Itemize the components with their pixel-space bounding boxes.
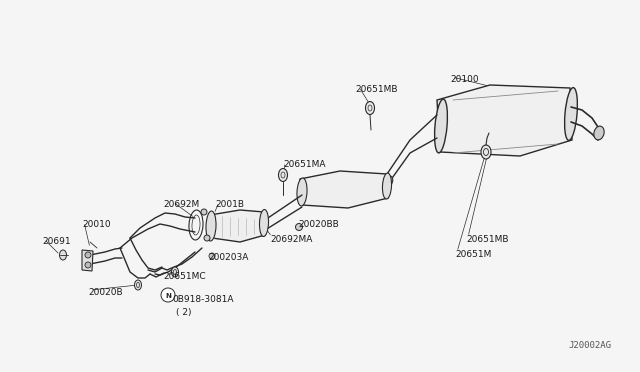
- Polygon shape: [437, 85, 572, 156]
- Text: 2001B: 2001B: [215, 200, 244, 209]
- Text: N: N: [165, 292, 171, 298]
- Ellipse shape: [209, 253, 215, 259]
- Ellipse shape: [204, 235, 210, 241]
- Ellipse shape: [481, 145, 491, 159]
- Ellipse shape: [85, 262, 91, 268]
- Ellipse shape: [383, 173, 392, 199]
- Text: 20651MB: 20651MB: [466, 235, 509, 244]
- Ellipse shape: [365, 102, 374, 115]
- Text: 20651MC: 20651MC: [163, 272, 205, 281]
- Ellipse shape: [134, 280, 141, 290]
- Text: 20651MA: 20651MA: [283, 160, 326, 169]
- Ellipse shape: [201, 209, 207, 215]
- Ellipse shape: [381, 176, 393, 188]
- Text: 20100: 20100: [450, 75, 479, 84]
- Circle shape: [161, 288, 175, 302]
- Ellipse shape: [278, 169, 287, 182]
- Ellipse shape: [297, 178, 307, 206]
- Ellipse shape: [296, 224, 303, 231]
- Ellipse shape: [435, 99, 447, 153]
- Ellipse shape: [206, 211, 216, 241]
- Text: 20010: 20010: [82, 220, 111, 229]
- Ellipse shape: [60, 250, 67, 260]
- Ellipse shape: [594, 126, 604, 140]
- Text: 20651M: 20651M: [455, 250, 492, 259]
- Text: 20020BB: 20020BB: [298, 220, 339, 229]
- Text: 20692M: 20692M: [163, 200, 199, 209]
- Text: 20691: 20691: [42, 237, 70, 246]
- Text: 200203A: 200203A: [208, 253, 248, 262]
- Ellipse shape: [85, 252, 91, 258]
- Polygon shape: [300, 171, 388, 208]
- Ellipse shape: [564, 87, 577, 140]
- Text: J20002AG: J20002AG: [568, 340, 611, 350]
- Ellipse shape: [259, 209, 269, 237]
- Text: 20692MA: 20692MA: [270, 235, 312, 244]
- Text: 20020B: 20020B: [88, 288, 123, 297]
- Text: ( 2): ( 2): [176, 308, 191, 317]
- Text: 0B918-3081A: 0B918-3081A: [172, 295, 234, 304]
- Ellipse shape: [172, 267, 179, 277]
- Polygon shape: [210, 210, 265, 242]
- Text: 20651MB: 20651MB: [355, 85, 397, 94]
- Polygon shape: [82, 250, 93, 271]
